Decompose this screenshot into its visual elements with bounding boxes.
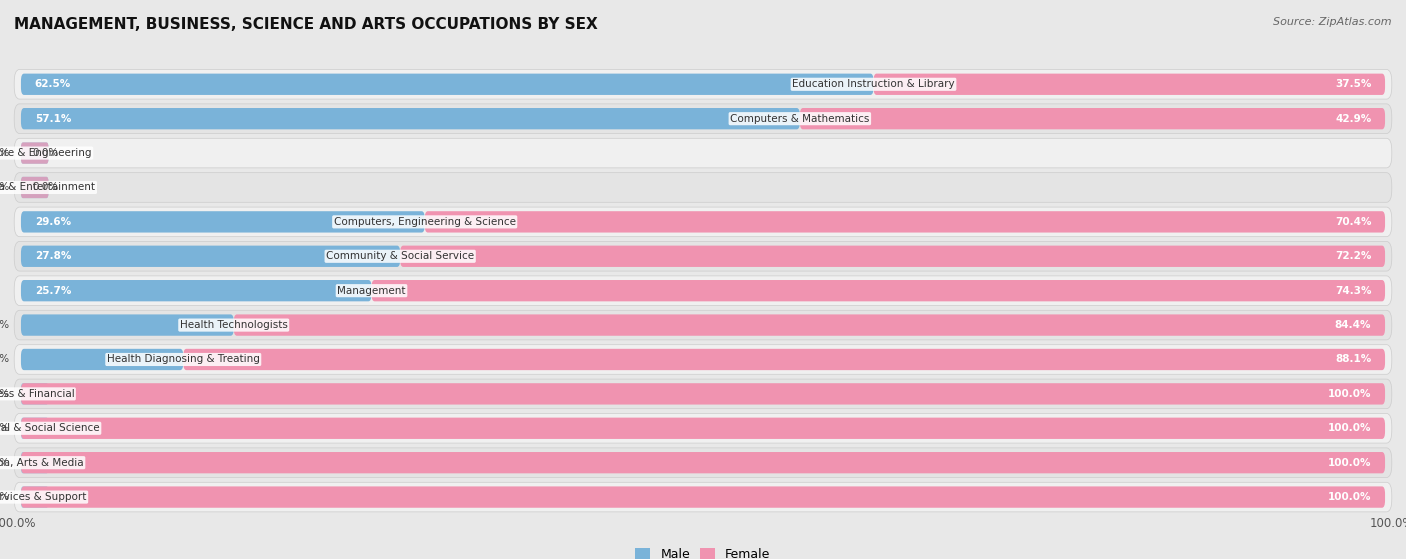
FancyBboxPatch shape xyxy=(21,177,48,198)
FancyBboxPatch shape xyxy=(21,143,48,164)
FancyBboxPatch shape xyxy=(14,138,1392,168)
FancyBboxPatch shape xyxy=(425,211,1385,233)
Text: 0.0%: 0.0% xyxy=(0,423,10,433)
Text: 100.0%: 100.0% xyxy=(1327,458,1371,468)
FancyBboxPatch shape xyxy=(21,245,401,267)
FancyBboxPatch shape xyxy=(21,418,1385,439)
Text: 37.5%: 37.5% xyxy=(1334,79,1371,89)
FancyBboxPatch shape xyxy=(401,245,1385,267)
FancyBboxPatch shape xyxy=(14,482,1392,512)
Text: Computers, Engineering & Science: Computers, Engineering & Science xyxy=(333,217,516,227)
FancyBboxPatch shape xyxy=(14,173,1392,202)
Text: 74.3%: 74.3% xyxy=(1334,286,1371,296)
Text: Life, Physical & Social Science: Life, Physical & Social Science xyxy=(0,423,100,433)
FancyBboxPatch shape xyxy=(21,452,48,473)
Text: Legal Services & Support: Legal Services & Support xyxy=(0,492,87,502)
FancyBboxPatch shape xyxy=(14,310,1392,340)
Text: 70.4%: 70.4% xyxy=(1334,217,1371,227)
Text: 0.0%: 0.0% xyxy=(0,182,10,192)
Text: 57.1%: 57.1% xyxy=(35,113,72,124)
Text: Community & Social Service: Community & Social Service xyxy=(326,252,474,261)
Text: 84.4%: 84.4% xyxy=(1334,320,1371,330)
Text: 0.0%: 0.0% xyxy=(0,458,10,468)
FancyBboxPatch shape xyxy=(21,143,48,164)
Text: 100.0%: 100.0% xyxy=(1327,389,1371,399)
FancyBboxPatch shape xyxy=(21,349,183,370)
Text: Computers & Mathematics: Computers & Mathematics xyxy=(730,113,869,124)
Text: 0.0%: 0.0% xyxy=(0,389,10,399)
Text: Education Instruction & Library: Education Instruction & Library xyxy=(792,79,955,89)
FancyBboxPatch shape xyxy=(21,211,425,233)
FancyBboxPatch shape xyxy=(21,486,1385,508)
Text: 0.0%: 0.0% xyxy=(32,148,58,158)
Text: 100.0%: 100.0% xyxy=(1327,423,1371,433)
FancyBboxPatch shape xyxy=(21,486,48,508)
Text: 11.9%: 11.9% xyxy=(0,354,10,364)
FancyBboxPatch shape xyxy=(371,280,1385,301)
FancyBboxPatch shape xyxy=(873,74,1385,95)
Text: Arts, Media & Entertainment: Arts, Media & Entertainment xyxy=(0,182,96,192)
FancyBboxPatch shape xyxy=(14,207,1392,236)
Text: 0.0%: 0.0% xyxy=(32,182,58,192)
Text: Health Diagnosing & Treating: Health Diagnosing & Treating xyxy=(107,354,260,364)
Text: 25.7%: 25.7% xyxy=(35,286,72,296)
Text: 0.0%: 0.0% xyxy=(0,148,10,158)
FancyBboxPatch shape xyxy=(183,349,1385,370)
Text: 0.0%: 0.0% xyxy=(0,492,10,502)
Legend: Male, Female: Male, Female xyxy=(630,543,776,559)
Text: Education, Arts & Media: Education, Arts & Media xyxy=(0,458,84,468)
FancyBboxPatch shape xyxy=(21,314,233,336)
FancyBboxPatch shape xyxy=(233,314,1385,336)
FancyBboxPatch shape xyxy=(14,104,1392,134)
FancyBboxPatch shape xyxy=(21,383,48,405)
FancyBboxPatch shape xyxy=(14,379,1392,409)
Text: 72.2%: 72.2% xyxy=(1334,252,1371,261)
Text: 62.5%: 62.5% xyxy=(35,79,70,89)
Text: Management: Management xyxy=(337,286,406,296)
FancyBboxPatch shape xyxy=(14,241,1392,271)
FancyBboxPatch shape xyxy=(14,69,1392,99)
Text: 27.8%: 27.8% xyxy=(35,252,72,261)
FancyBboxPatch shape xyxy=(14,276,1392,305)
FancyBboxPatch shape xyxy=(21,74,873,95)
FancyBboxPatch shape xyxy=(14,414,1392,443)
Text: Health Technologists: Health Technologists xyxy=(180,320,288,330)
FancyBboxPatch shape xyxy=(21,452,1385,473)
Text: MANAGEMENT, BUSINESS, SCIENCE AND ARTS OCCUPATIONS BY SEX: MANAGEMENT, BUSINESS, SCIENCE AND ARTS O… xyxy=(14,17,598,32)
Text: 29.6%: 29.6% xyxy=(35,217,70,227)
FancyBboxPatch shape xyxy=(800,108,1385,129)
FancyBboxPatch shape xyxy=(21,280,371,301)
FancyBboxPatch shape xyxy=(21,177,48,198)
Text: 42.9%: 42.9% xyxy=(1336,113,1371,124)
FancyBboxPatch shape xyxy=(21,108,800,129)
FancyBboxPatch shape xyxy=(14,448,1392,477)
Text: Architecture & Engineering: Architecture & Engineering xyxy=(0,148,91,158)
Text: 100.0%: 100.0% xyxy=(1327,492,1371,502)
Text: Source: ZipAtlas.com: Source: ZipAtlas.com xyxy=(1274,17,1392,27)
Text: Business & Financial: Business & Financial xyxy=(0,389,75,399)
FancyBboxPatch shape xyxy=(21,418,48,439)
Text: 15.6%: 15.6% xyxy=(0,320,10,330)
Text: 88.1%: 88.1% xyxy=(1336,354,1371,364)
FancyBboxPatch shape xyxy=(14,345,1392,375)
FancyBboxPatch shape xyxy=(21,383,1385,405)
